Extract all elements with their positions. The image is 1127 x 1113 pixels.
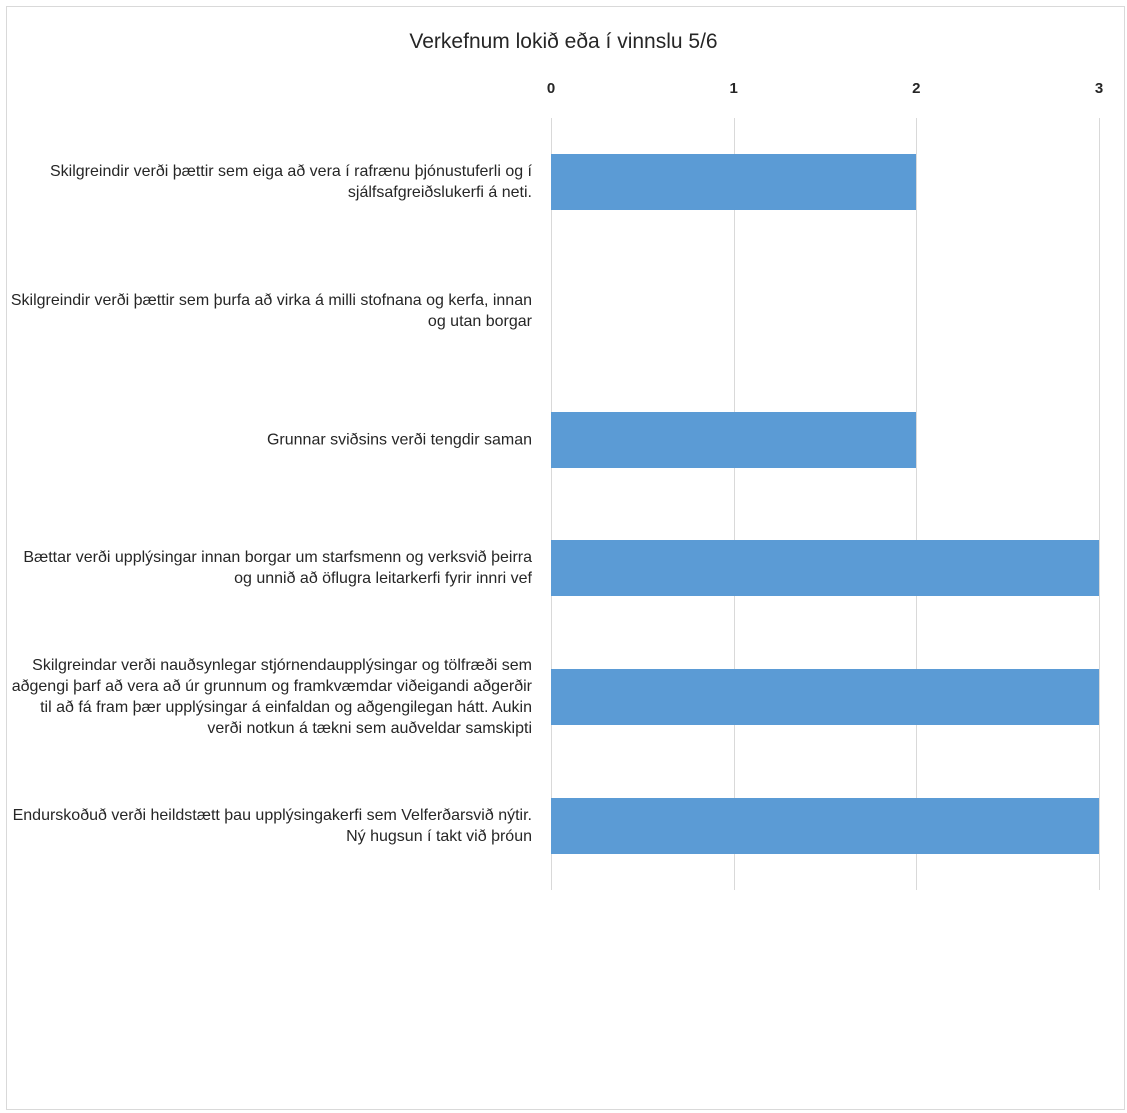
gridline xyxy=(916,118,917,890)
category-label: Grunnar sviðsins verði tengdir saman xyxy=(266,431,532,449)
category-label: Skilgreindir verði þættir sem þurfa að v… xyxy=(10,292,532,330)
x-tick-label: 0 xyxy=(546,80,556,97)
x-tick-label: 3 xyxy=(1094,80,1104,97)
gridline xyxy=(734,118,735,890)
chart-title: Verkefnum lokið eða í vinnslu 5/6 xyxy=(409,30,718,53)
category-label: Bættar verði upplýsingar innan borgar um… xyxy=(23,549,532,588)
bar xyxy=(551,797,1099,854)
bar xyxy=(551,154,917,211)
gridline xyxy=(1099,118,1100,890)
x-tick-label: 2 xyxy=(912,80,921,97)
category-label: Endurskoðuð verði heildstætt þau upplýsi… xyxy=(12,806,532,845)
bar xyxy=(551,669,1099,725)
x-tick-label: 1 xyxy=(729,80,738,97)
gridline xyxy=(551,118,552,890)
category-label: Skilgreindar verði nauðsynlegar stjórnen… xyxy=(11,657,532,737)
bar xyxy=(551,411,917,468)
bar xyxy=(551,540,1099,597)
category-label: Skilgreindir verði þættir sem eiga að ve… xyxy=(50,163,532,202)
